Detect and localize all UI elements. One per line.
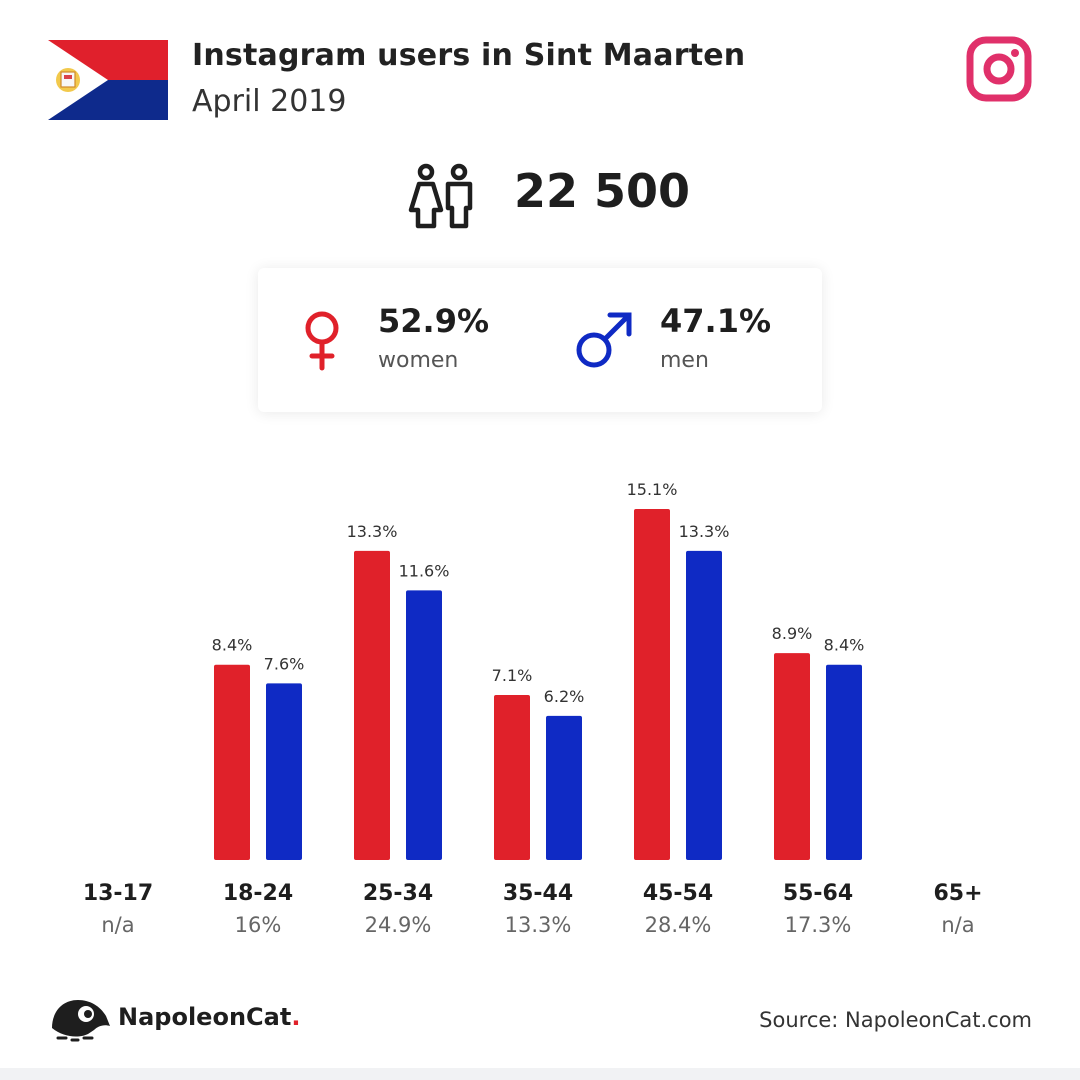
category-label-65+: 65+ xyxy=(933,881,982,906)
bar-women-45-54 xyxy=(634,509,670,860)
data-label-women-25-34: 13.3% xyxy=(347,522,398,541)
data-label-men-35-44: 6.2% xyxy=(544,687,585,706)
category-total-65+: n/a xyxy=(941,913,974,937)
bar-women-55-64 xyxy=(774,653,810,860)
category-label-55-64: 55-64 xyxy=(783,881,853,906)
sint-maarten-flag-icon xyxy=(48,40,168,120)
instagram-logo-icon xyxy=(966,36,1032,102)
category-label-45-54: 45-54 xyxy=(643,881,713,906)
men-percent: 47.1% xyxy=(660,302,772,340)
category-total-18-24: 16% xyxy=(235,913,282,937)
category-label-13-17: 13-17 xyxy=(83,881,153,906)
data-label-women-45-54: 15.1% xyxy=(627,480,678,499)
male-symbol-icon xyxy=(576,312,632,368)
source-note: Source: NapoleonCat.com xyxy=(759,1008,1032,1032)
napoleoncat-logo-icon xyxy=(52,1000,110,1042)
bottom-bar xyxy=(0,1068,1080,1080)
brand-dot: . xyxy=(291,1003,301,1031)
bar-men-55-64 xyxy=(826,664,862,860)
data-label-men-25-34: 11.6% xyxy=(399,561,450,580)
page-subtitle: April 2019 xyxy=(192,84,347,119)
bar-women-35-44 xyxy=(494,694,530,860)
brand-text: NapoleonCat xyxy=(118,1003,292,1031)
data-label-women-18-24: 8.4% xyxy=(212,636,253,655)
bar-men-25-34 xyxy=(406,590,442,860)
page-title: Instagram users in Sint Maarten xyxy=(192,38,746,73)
category-total-45-54: 28.4% xyxy=(645,913,712,937)
data-label-women-35-44: 7.1% xyxy=(492,666,533,685)
category-total-13-17: n/a xyxy=(101,913,134,937)
total-users: 22 500 xyxy=(514,164,691,218)
women-percent: 52.9% xyxy=(378,302,490,340)
age-gender-bar-chart: 13-17 n/a 8.4% 7.6% 18-24 16% 13.3% 11.6% 25-34 2… xyxy=(83,480,983,937)
people-icon xyxy=(408,163,473,229)
bar-women-25-34 xyxy=(354,550,390,860)
brand-name: NapoleonCat. xyxy=(118,1003,300,1031)
bar-men-35-44 xyxy=(546,715,582,860)
bar-men-18-24 xyxy=(266,683,302,860)
data-label-men-18-24: 7.6% xyxy=(264,654,305,673)
category-total-55-64: 17.3% xyxy=(785,913,852,937)
category-label-18-24: 18-24 xyxy=(223,881,293,906)
category-label-35-44: 35-44 xyxy=(503,881,573,906)
female-symbol-icon xyxy=(305,311,339,371)
women-label: women xyxy=(378,348,459,373)
data-label-men-55-64: 8.4% xyxy=(824,636,865,655)
gender-summary-card: 52.9% women 47.1% men xyxy=(258,268,822,412)
data-label-women-55-64: 8.9% xyxy=(772,624,813,643)
bar-men-45-54 xyxy=(686,550,722,860)
data-label-men-45-54: 13.3% xyxy=(679,522,730,541)
category-total-25-34: 24.9% xyxy=(365,913,432,937)
category-total-35-44: 13.3% xyxy=(505,913,572,937)
category-label-25-34: 25-34 xyxy=(363,881,433,906)
bar-women-18-24 xyxy=(214,664,250,860)
men-label: men xyxy=(660,348,709,373)
